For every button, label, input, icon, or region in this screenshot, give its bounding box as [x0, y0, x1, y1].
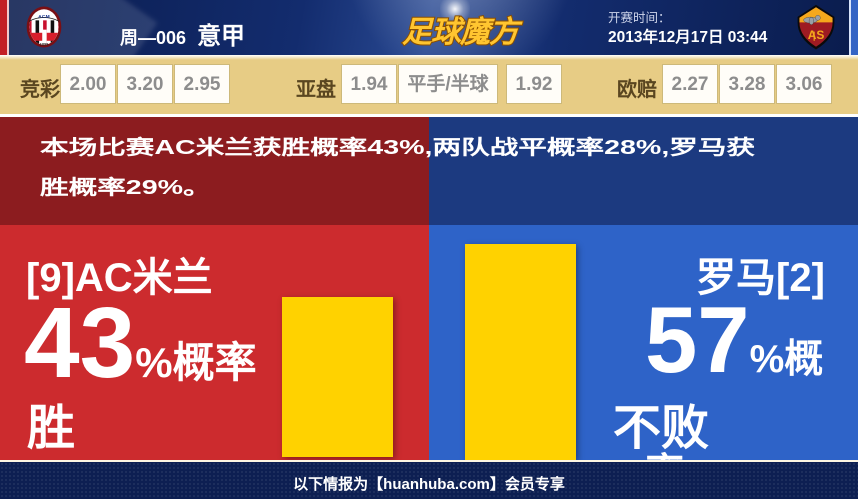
svg-text:足球魔方: 足球魔方	[402, 15, 523, 49]
svg-text:1899: 1899	[40, 43, 48, 47]
svg-text:AS: AS	[808, 28, 825, 42]
svg-text:ACM: ACM	[38, 14, 50, 20]
